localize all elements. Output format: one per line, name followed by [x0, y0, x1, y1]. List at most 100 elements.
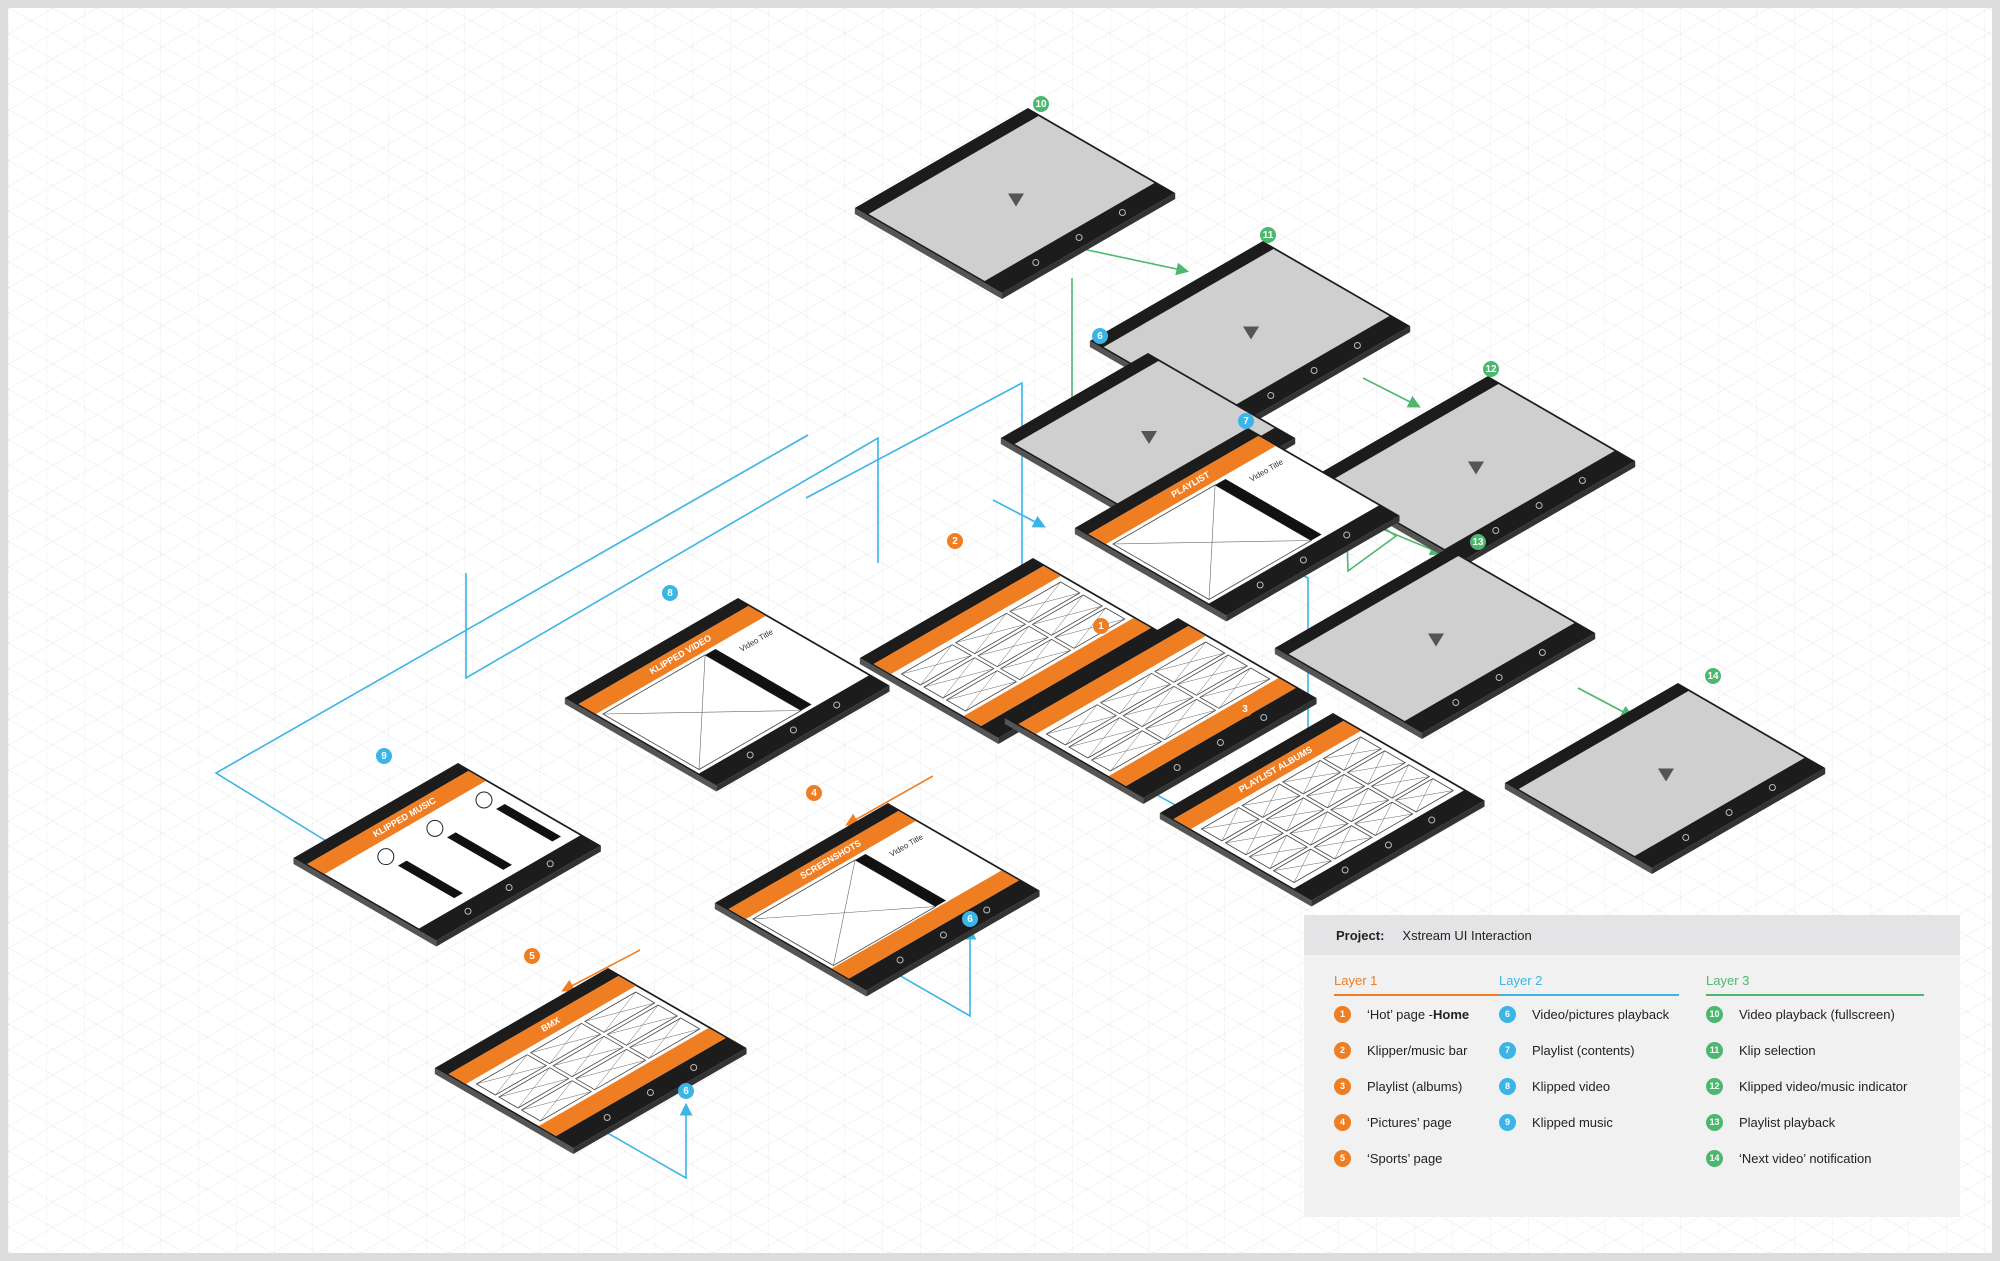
play-icon	[1243, 326, 1260, 340]
thumbnail-cross	[1323, 748, 1382, 759]
thumbnail-cross	[476, 1065, 547, 1085]
reference-number: 6	[683, 1086, 689, 1097]
legend-number-badge: 4	[1334, 1113, 1351, 1131]
device-edge	[1226, 515, 1400, 622]
legend-number-badge: 3	[1334, 1077, 1351, 1095]
thumbnail-cross	[629, 1028, 700, 1048]
music-play-icon	[377, 848, 395, 866]
hero-cross	[602, 710, 802, 715]
screen-badge: 13	[1470, 534, 1486, 550]
legend-item-label: Video playback (fullscreen)	[1739, 1006, 1895, 1022]
screen-4-pictures: SCREENSHOTS Video Title	[714, 803, 1040, 997]
screen-5-sports: BMX	[434, 968, 747, 1154]
screen-badge: 1	[1093, 618, 1109, 634]
nav-button-icon	[1216, 739, 1224, 746]
thumbnail-cross	[575, 1060, 646, 1079]
flow-1-to-4	[845, 775, 934, 826]
legend-item: 13 Playlist playback	[1706, 1104, 1924, 1140]
thumbnail-cross	[1242, 795, 1300, 806]
screen-1-hot-home	[1004, 618, 1317, 804]
badge-number: 2	[952, 536, 958, 547]
thumbnail-cross	[1306, 786, 1365, 797]
screen-14-next-video	[1504, 683, 1826, 874]
nav-button-icon	[1578, 477, 1586, 484]
screen-header	[307, 771, 486, 874]
nav-button-icon	[1256, 581, 1264, 589]
screen-header	[728, 811, 916, 919]
music-progress-bar	[496, 804, 562, 842]
legend-item: 6 Video/pictures playback	[1499, 996, 1679, 1032]
legend-item-label: Klipped video	[1532, 1078, 1611, 1094]
play-icon	[1428, 633, 1445, 647]
thumbnail-cross	[1177, 665, 1248, 685]
nav-button-icon	[1492, 527, 1500, 534]
legend-item-label: Playlist (contents)	[1532, 1042, 1635, 1058]
legend-item: 12 Klipped video/music indicator	[1706, 1068, 1924, 1104]
badge-number: 4	[811, 788, 817, 799]
device-edge	[1237, 326, 1411, 432]
device-edge	[434, 1068, 574, 1154]
nav-button-icon	[464, 907, 472, 915]
legend-item-label: Playlist playback	[1739, 1114, 1836, 1130]
screen-badge: 8	[662, 585, 678, 601]
legend-item-label: Playlist (albums)	[1367, 1078, 1463, 1094]
screen-header	[873, 566, 1061, 674]
thumbnail-cross	[946, 681, 1017, 701]
reference-marker-6: 6	[678, 1083, 694, 1099]
legend-item: 1 ‘Hot’ page - Home	[1334, 996, 1514, 1032]
badge-number: 1	[1098, 621, 1104, 632]
nav-button-icon	[939, 931, 947, 939]
legend-column-layer-2: Layer 2 6 Video/pictures playback 7 Playlist…	[1499, 973, 1679, 1140]
legend-item-label: Klipper/music bar	[1367, 1042, 1468, 1058]
nav-button-icon	[1538, 649, 1546, 656]
thumbnail-cross	[1154, 652, 1225, 672]
thumbnail-cross	[530, 1034, 601, 1053]
badge-circle	[1470, 534, 1486, 550]
badge-number: 5	[529, 951, 535, 962]
nav-button-icon	[1768, 784, 1776, 791]
device-edge	[1462, 461, 1636, 567]
thumbnail-cross	[1100, 684, 1171, 703]
nav-button-icon	[505, 884, 513, 891]
device-edge	[1422, 633, 1596, 739]
thumbnail-cross	[1282, 772, 1341, 783]
project-label: Project:	[1336, 927, 1385, 943]
thumbnail-cross	[1009, 592, 1080, 612]
screen-badge: 9	[376, 748, 392, 764]
screen-badge: 4	[806, 785, 822, 801]
legend-item: 10 Video playback (fullscreen)	[1706, 996, 1924, 1032]
legend-item-label: ‘Pictures’ page	[1367, 1114, 1452, 1130]
device-edge	[854, 208, 1003, 299]
legend-number-badge: 11	[1706, 1041, 1723, 1059]
badge-number: 3	[1242, 704, 1248, 715]
flow-2-link	[805, 381, 1023, 504]
device-edge	[1143, 698, 1317, 804]
thumbnail-cross	[1290, 823, 1348, 834]
play-icon	[1658, 768, 1675, 782]
legend-item: 8 Klipped video	[1499, 1068, 1679, 1104]
badge-number: 6	[1097, 331, 1103, 342]
screen-header	[1088, 436, 1276, 544]
legend-number-badge: 6	[1499, 1005, 1516, 1023]
nav-button-icon	[1267, 392, 1275, 399]
screen-header	[578, 606, 766, 714]
legend-item-label: Klipped video/music indicator	[1739, 1078, 1908, 1094]
thumbnail-cross	[607, 1015, 678, 1035]
legend-column-layer-1: Layer 1 1 ‘Hot’ page - Home 2 Klipper/music …	[1334, 973, 1514, 1176]
device-edge	[866, 890, 1040, 997]
screen-9-klipped-music: KLIPPED MUSIC	[293, 763, 601, 947]
thumbnail-cross	[1347, 762, 1406, 773]
title-bar	[855, 854, 947, 907]
thumbnail-cross	[1199, 678, 1270, 698]
legend-number-badge: 9	[1499, 1113, 1516, 1131]
device-edge	[716, 685, 890, 792]
nav-button-icon	[1384, 841, 1392, 849]
nav-button-icon	[1343, 531, 1351, 539]
title-bar	[705, 649, 812, 711]
flow-6-to-7	[992, 499, 1046, 528]
diagram-canvas: PLAYLIST Video Title KLIPPED VIDEO Video Ti…	[8, 8, 1992, 1253]
nav-button-icon	[1260, 714, 1268, 721]
screen-badge: 11	[1260, 227, 1276, 243]
device-edge	[1004, 718, 1144, 804]
flow-9-link	[214, 434, 809, 875]
